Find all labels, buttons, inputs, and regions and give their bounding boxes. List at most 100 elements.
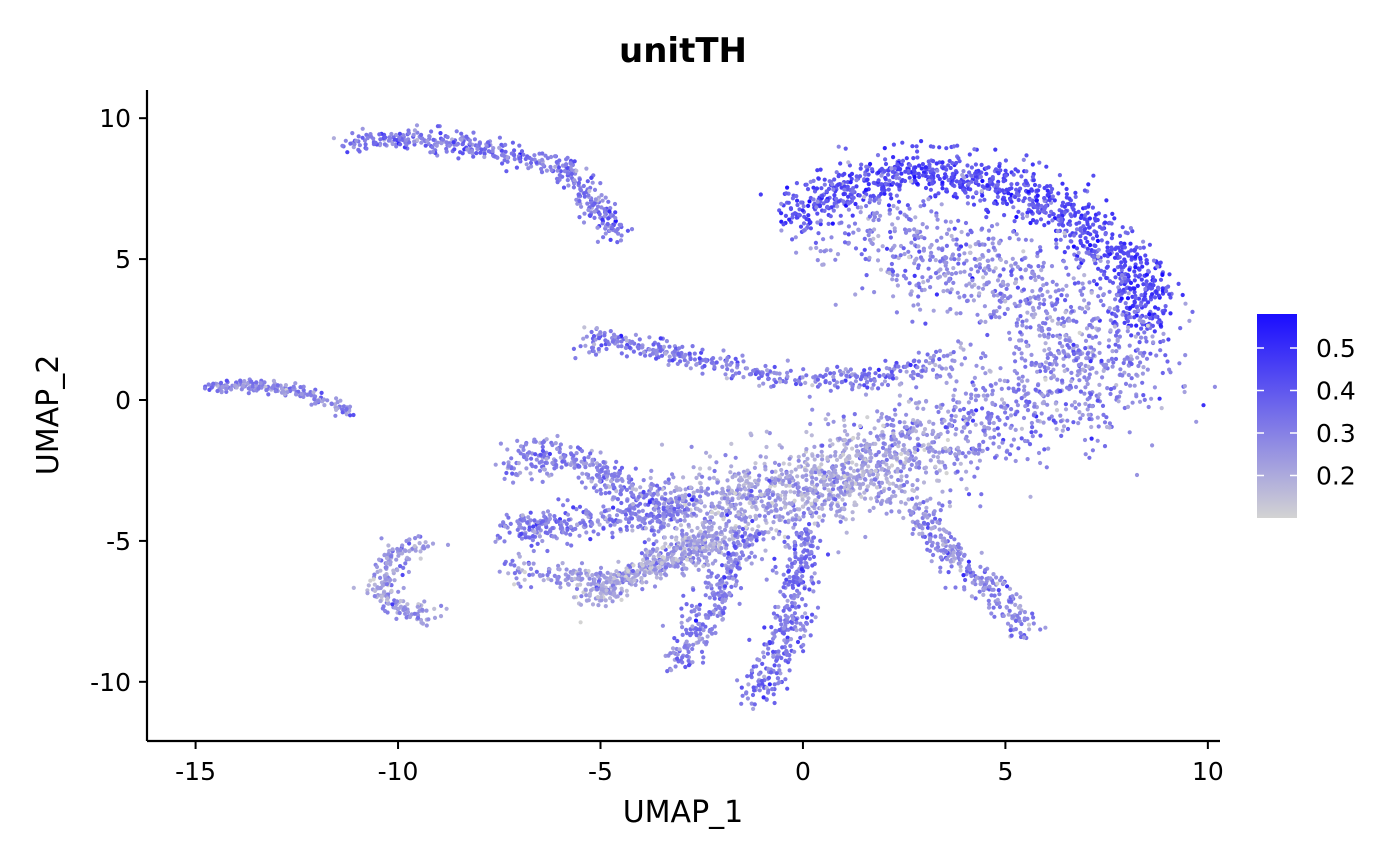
data-point [598, 450, 603, 455]
data-point [931, 421, 936, 426]
data-point [388, 577, 393, 583]
data-point [1083, 205, 1088, 210]
data-point [1041, 260, 1046, 265]
data-point [865, 385, 870, 390]
data-point [771, 383, 776, 389]
data-point [864, 273, 869, 278]
data-point [584, 472, 589, 477]
data-point [938, 405, 943, 411]
data-point [964, 242, 969, 247]
data-point [418, 549, 423, 554]
data-point [968, 244, 973, 249]
data-point [351, 585, 356, 591]
data-point [1123, 381, 1129, 386]
data-point [831, 208, 836, 213]
data-point [869, 455, 874, 460]
data-point [809, 501, 814, 506]
data-point [504, 470, 509, 476]
data-point [887, 178, 892, 183]
data-point [1048, 370, 1054, 375]
data-point [666, 362, 671, 367]
data-point [1039, 411, 1044, 416]
data-point [875, 258, 881, 263]
data-point [497, 145, 502, 150]
data-point [883, 175, 888, 181]
data-point [934, 238, 940, 243]
data-point [872, 211, 877, 216]
data-point [913, 429, 919, 434]
data-point [1141, 282, 1146, 287]
data-point [993, 167, 999, 172]
data-point [888, 229, 893, 235]
data-point [1144, 339, 1149, 344]
data-point [331, 136, 336, 141]
data-point [1000, 200, 1006, 205]
data-point [1178, 326, 1183, 331]
data-point [700, 371, 705, 376]
data-point [850, 460, 855, 465]
data-point [811, 185, 816, 190]
data-point [401, 565, 406, 571]
data-point [1054, 241, 1059, 246]
data-point [510, 480, 516, 485]
data-point [742, 516, 748, 521]
data-point [1021, 157, 1026, 162]
data-point [787, 462, 792, 467]
data-point [955, 143, 960, 148]
data-point [789, 469, 794, 474]
data-point [964, 298, 970, 304]
data-point [512, 157, 517, 162]
data-point [401, 133, 406, 138]
data-point [956, 257, 961, 262]
data-point [812, 457, 817, 462]
data-point [1007, 236, 1012, 241]
data-point [1108, 387, 1114, 392]
data-point [1042, 223, 1047, 228]
data-point [1063, 298, 1068, 303]
data-point [912, 175, 917, 180]
data-point [725, 478, 730, 483]
data-point [1167, 272, 1172, 277]
data-point [838, 213, 843, 218]
data-point [375, 585, 380, 590]
data-point [1151, 340, 1156, 345]
data-point [1078, 288, 1083, 293]
data-point [1140, 264, 1145, 269]
data-point [1009, 186, 1014, 191]
data-point [983, 271, 989, 276]
data-point [711, 475, 717, 480]
data-point [751, 500, 756, 505]
data-point [863, 172, 868, 177]
data-point [950, 182, 955, 188]
data-point [1125, 329, 1130, 334]
data-point [733, 455, 738, 460]
data-point [1012, 301, 1017, 306]
data-point [998, 273, 1003, 278]
data-point [1060, 181, 1065, 186]
data-point [447, 143, 452, 148]
data-point [884, 366, 889, 371]
data-point [813, 498, 818, 503]
data-point [1024, 181, 1029, 186]
data-point [951, 266, 956, 271]
data-point [1076, 209, 1081, 214]
data-point [835, 504, 841, 509]
data-point [1113, 297, 1118, 302]
data-point [514, 165, 520, 170]
data-point [1043, 377, 1048, 382]
data-point [1063, 337, 1068, 343]
data-point [915, 436, 920, 441]
data-point [424, 608, 429, 613]
data-point [757, 383, 762, 388]
data-point [805, 187, 811, 192]
data-point [1115, 308, 1120, 313]
data-point [868, 469, 873, 474]
data-point [1057, 173, 1062, 178]
data-point [386, 552, 391, 557]
data-point [469, 148, 474, 153]
data-point [928, 355, 933, 360]
data-point [347, 404, 353, 409]
data-point [783, 213, 789, 218]
data-point [438, 614, 444, 619]
data-point [977, 265, 983, 270]
